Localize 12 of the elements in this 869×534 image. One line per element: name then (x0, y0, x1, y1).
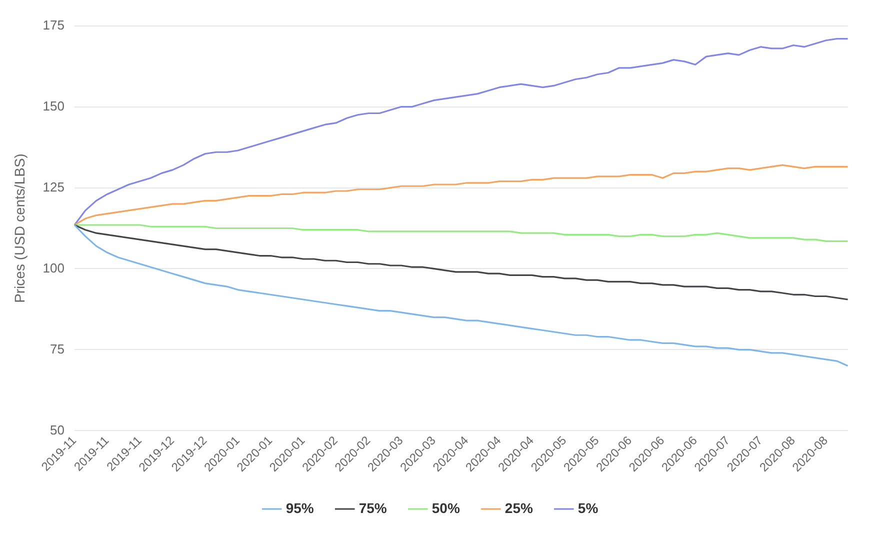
y-tick-label: 75 (50, 341, 64, 356)
y-tick-label: 125 (42, 179, 64, 194)
legend-label: 50% (432, 500, 460, 516)
y-tick-label: 50 (50, 422, 64, 438)
legend-label: 25% (504, 500, 534, 516)
y-axis-title: Prices (USD cents/LBS) (11, 154, 28, 303)
y-tick-label: 175 (42, 17, 64, 32)
y-tick-label: 100 (42, 260, 64, 276)
legend-label: 95% (286, 500, 314, 516)
y-tick-label: 150 (42, 98, 64, 114)
legend-label: 75% (358, 500, 388, 516)
legend-label: 5% (578, 500, 599, 516)
